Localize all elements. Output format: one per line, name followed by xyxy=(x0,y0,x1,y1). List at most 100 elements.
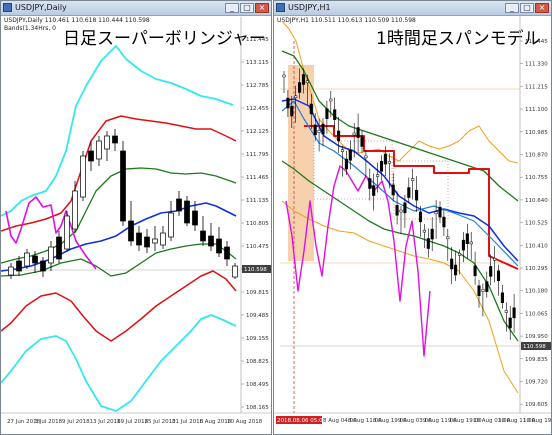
candle-body xyxy=(48,246,54,264)
candle-body xyxy=(88,150,94,162)
red-lower-band xyxy=(1,270,237,342)
date-tick-label: 10 Aug 11:00 xyxy=(498,418,536,424)
minimize-button[interactable]: _ xyxy=(225,3,239,13)
candle-body xyxy=(120,150,126,222)
candle-body xyxy=(496,270,501,282)
daily-window-title: USDJPY,Daily xyxy=(15,3,67,12)
date-tick-label: 13 Jul 2018 xyxy=(90,419,122,425)
chart-window-icon xyxy=(276,3,285,12)
date-tick-label: 9 Aug 11:00 xyxy=(423,418,457,424)
candle-body xyxy=(356,127,360,138)
candle-body xyxy=(216,238,222,254)
price-tick-label: 110.475 xyxy=(246,244,269,250)
daily-chart-plot[interactable]: 111.445 113.115 112.785 112.455 112.125 111.7… xyxy=(1,1,272,435)
candle-body xyxy=(192,210,198,226)
date-tick-label: 2018.08.06 05:00 xyxy=(277,418,327,424)
candle-body xyxy=(364,155,368,159)
current-price-box xyxy=(521,342,551,350)
daily-titlebar[interactable]: USDJPY,Daily _ □ × xyxy=(1,1,271,16)
candle-body xyxy=(144,236,150,248)
candle-body xyxy=(395,205,399,216)
candle-body xyxy=(294,95,298,99)
candle-body xyxy=(465,233,469,244)
candle-body xyxy=(64,215,70,250)
red-span-line xyxy=(304,125,519,270)
candle-body xyxy=(407,187,411,198)
close-button[interactable]: × xyxy=(535,3,549,13)
price-tick-label: 108.825 xyxy=(246,359,269,365)
price-tick-label: 112.125 xyxy=(246,129,269,135)
candle-body xyxy=(344,158,348,170)
candle-body xyxy=(372,185,376,196)
candle-body xyxy=(352,132,356,136)
candle-body xyxy=(481,289,485,292)
price-tick-label: 111.795 xyxy=(246,152,269,158)
candle-body xyxy=(383,153,387,165)
date-tick-label: 8 Aug 19:00 xyxy=(373,418,407,424)
candle-body xyxy=(415,189,419,201)
candle-body xyxy=(457,253,462,256)
date-tick-label: 6 Aug 2018 xyxy=(200,419,232,425)
selected-date-box xyxy=(276,416,322,424)
price-tick-label: 109.815 xyxy=(246,290,269,296)
date-tick-label: 10 Aug 03:00 xyxy=(473,418,511,424)
price-tick-label: 110.805 xyxy=(246,221,269,227)
candle-body xyxy=(360,136,364,147)
daily-ohlc-info: USDJPY,Daily 110.461 110.618 110.444 110… xyxy=(4,17,150,24)
h1-titlebar[interactable]: USDJPY,H1 _ □ × xyxy=(274,1,551,16)
candle-body xyxy=(477,285,481,296)
candle-body xyxy=(40,260,46,272)
current-price-label: 110.598 xyxy=(523,344,546,350)
candle-body xyxy=(461,239,465,251)
candle-body xyxy=(485,281,489,292)
price-tick-label: 110.985 xyxy=(525,130,548,136)
price-tick-label: 110.640 xyxy=(525,198,548,204)
close-button[interactable]: × xyxy=(255,3,269,13)
candle-body xyxy=(450,258,454,270)
maximize-button[interactable]: □ xyxy=(240,3,254,13)
date-tick-label: 3 Jul 2018 xyxy=(35,419,63,425)
price-tick-label: 110.180 xyxy=(525,289,548,295)
h1-chart-window[interactable]: USDJPY,H1 _ □ × USDJPY,H1 110.511 110.61… xyxy=(273,0,552,435)
candle-body xyxy=(422,229,426,233)
candle-body xyxy=(340,149,345,152)
cyan-upper-band xyxy=(1,45,234,217)
candle-body xyxy=(8,266,14,276)
candle-body xyxy=(96,140,102,160)
candle-body xyxy=(489,266,493,277)
green-upper-band xyxy=(281,50,519,202)
minimize-button[interactable]: _ xyxy=(505,3,519,13)
candle-body xyxy=(376,174,380,177)
price-tick-label: 111.445 xyxy=(525,39,548,45)
candle-body xyxy=(321,123,325,135)
candle-body xyxy=(329,98,333,102)
h1-chart-plot[interactable]: 111.445 111.330 111.215 111.100 110.985 110.8… xyxy=(274,1,552,435)
price-tick-label: 109.605 xyxy=(525,402,548,408)
price-tick-label: 111.135 xyxy=(246,198,269,204)
date-tick-label: 8 Aug 11:00 xyxy=(348,418,382,424)
daily-chart-window[interactable]: USDJPY,Daily _ □ × USDJPY,Daily 110.461 … xyxy=(0,0,272,435)
candle-body xyxy=(301,74,306,85)
span-cloud-dotted xyxy=(313,140,393,200)
date-tick-label: 27 Jun 2018 xyxy=(7,419,41,425)
candle-body xyxy=(224,246,230,260)
candle-body xyxy=(504,310,508,313)
candle-body xyxy=(160,232,166,246)
candle-body xyxy=(104,135,110,150)
current-price-label: 110.598 xyxy=(244,267,267,273)
price-tick-label: 109.155 xyxy=(246,336,269,342)
candle-body xyxy=(152,238,158,244)
maximize-button[interactable]: □ xyxy=(520,3,534,13)
daily-overlay-title: 日足スーパーボリンジャー xyxy=(63,29,266,49)
chart-window-icon xyxy=(3,3,12,12)
price-tick-label: 110.755 xyxy=(525,175,548,181)
candle-body xyxy=(454,264,458,276)
candle-body xyxy=(208,235,214,247)
daily-indicator-label: Bands(1.34Hrs, 0 xyxy=(4,25,56,32)
candle-body xyxy=(290,105,294,117)
red-upper-band xyxy=(1,115,237,232)
candle-body xyxy=(286,97,290,109)
price-tick-label: 109.720 xyxy=(525,380,548,386)
candle-body xyxy=(368,178,372,189)
date-tick-label: 31 Jul 2018 xyxy=(172,419,204,425)
